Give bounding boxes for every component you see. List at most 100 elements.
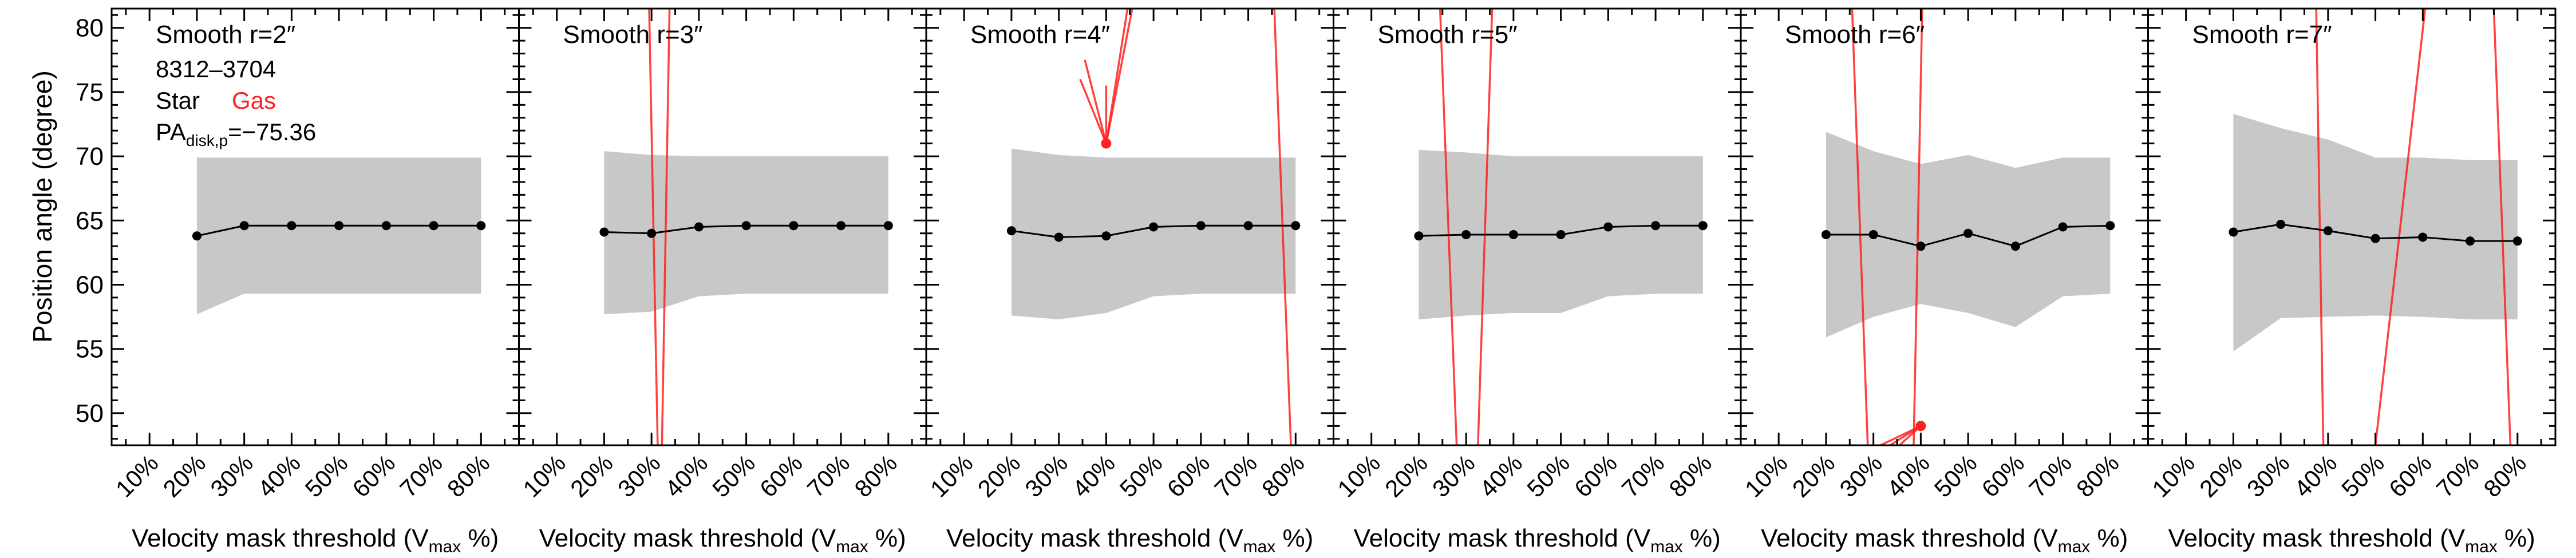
gas-line (2492, 9, 2512, 445)
x-axis-label-main: Velocity mask threshold (V (1761, 524, 2058, 552)
star-point (2010, 242, 2020, 251)
x-tick-label: 80% (1664, 449, 1717, 502)
x-tick-label: 80% (1257, 449, 1310, 502)
star-point (2229, 227, 2238, 237)
y-tick-label: 60 (76, 271, 104, 299)
x-tick-label: 30% (1834, 449, 1887, 502)
gas-line (1105, 9, 1133, 144)
panel-2: 10%20%30%40%50%60%70%80% Velocity mask th… (517, 7, 927, 556)
gas-line (1084, 60, 1108, 144)
x-tick-label: 80% (2071, 449, 2124, 502)
star-point (1698, 221, 1708, 231)
x-axis-label-main: Velocity mask threshold (V (2168, 524, 2466, 552)
plot-area (2229, 9, 2522, 445)
star-point (789, 221, 799, 231)
x-tick-label: 30% (1427, 449, 1480, 502)
panel-4: 10%20%30%40%50%60%70%80% Velocity mask th… (1332, 7, 1742, 556)
star-point (2418, 232, 2428, 242)
x-tick-label: 70% (802, 449, 855, 502)
star-point (1196, 221, 1206, 231)
x-axis-label-tail: %) (2090, 524, 2128, 552)
star-point (1291, 221, 1301, 231)
star-point (2323, 226, 2333, 236)
x-tick-label: 40% (660, 449, 713, 502)
plot-area (1414, 9, 1708, 445)
x-tick-label: 60% (2384, 449, 2437, 502)
x-axis-label: Velocity mask threshold (Vmax %) (946, 524, 1313, 556)
y-tick-label: 50 (76, 399, 104, 428)
x-axis-label-subscript: max (1243, 537, 1276, 556)
panel-1: 50 55 60 65 70 75 80 10%20%30%40%50%60%70%80% Ve… (76, 7, 520, 556)
panel-title: Smooth r=3″ (563, 21, 703, 49)
panel-6: 10%20%30%40%50%60%70%80% Velocity mask th… (2147, 7, 2557, 556)
y-tick-label: 55 (76, 335, 104, 363)
star-point (836, 221, 846, 231)
star-point (883, 221, 893, 231)
legend-pa-subscript: disk,p (186, 132, 228, 149)
legend-object-id: 8312–3704 (156, 56, 276, 82)
star-point (476, 221, 486, 231)
star-point (2466, 236, 2475, 246)
y-tick-label: 70 (76, 143, 104, 171)
x-tick-label: 20% (973, 449, 1026, 502)
star-point (1414, 231, 1424, 241)
star-point (1243, 221, 1253, 231)
star-point (741, 221, 751, 231)
x-axis-label-subscript: max (836, 537, 868, 556)
x-tick-label: 30% (613, 449, 666, 502)
x-tick-label: 70% (2024, 449, 2077, 502)
y-axis-label: Position angle (degree) (27, 70, 57, 343)
star-point (2512, 236, 2522, 246)
x-tick-label: 40% (1475, 449, 1528, 502)
x-tick-label: 50% (300, 449, 353, 502)
legend-star-label: Star (156, 87, 200, 114)
x-axis-label: Velocity mask threshold (Vmax %) (1354, 524, 1721, 556)
x-tick-label: 20% (1787, 449, 1840, 502)
x-tick-label: 70% (1209, 449, 1262, 502)
gas-point (1101, 138, 1112, 149)
x-axis-label-subscript: max (2465, 537, 2498, 556)
star-point (2276, 220, 2286, 229)
x-tick-label: 50% (1522, 449, 1575, 502)
gas-point (1915, 421, 1926, 432)
x-tick-label: 50% (707, 449, 760, 502)
panel-title: Smooth r=4″ (970, 21, 1110, 49)
gas-line (1273, 9, 1292, 445)
x-tick-label: 10% (110, 449, 164, 502)
x-tick-label: 20% (1380, 449, 1433, 502)
star-point (1963, 228, 1973, 238)
gas-line (661, 9, 671, 445)
x-tick-label: 80% (442, 449, 495, 502)
x-tick-label: 30% (205, 449, 258, 502)
legend-pa-disk: PAdisk,p=−75.36 (156, 118, 316, 149)
star-point (599, 227, 609, 237)
star-point (647, 228, 657, 238)
x-axis-label-main: Velocity mask threshold (V (946, 524, 1243, 552)
x-tick-label: 80% (2479, 449, 2532, 502)
panel-title: Smooth r=2″ (156, 21, 295, 49)
star-point (2105, 221, 2115, 231)
star-point (1916, 242, 1926, 251)
star-point (1149, 222, 1159, 232)
x-tick-label: 10% (517, 449, 571, 502)
x-tick-label: 60% (1977, 449, 2030, 502)
x-axis-label: Velocity mask threshold (Vmax %) (132, 524, 499, 556)
x-axis-label: Velocity mask threshold (Vmax %) (539, 524, 906, 556)
x-tick-label: 10% (2147, 449, 2200, 502)
gas-line (1889, 425, 1922, 445)
plot-area (1006, 9, 1301, 445)
x-axis-label-main: Velocity mask threshold (V (539, 524, 836, 552)
x-tick-label: 80% (850, 449, 903, 502)
x-tick-label: 10% (1332, 449, 1385, 502)
star-uncertainty-band (604, 151, 888, 315)
legend-pa-value: =−75.36 (228, 118, 316, 145)
plot-area (192, 157, 486, 315)
star-point (334, 221, 344, 231)
legend-pa-main: PA (156, 118, 186, 145)
x-tick-label: 30% (2242, 449, 2295, 502)
x-axis-label-tail: %) (461, 524, 499, 552)
star-point (1461, 229, 1471, 239)
x-tick-label: 40% (1067, 449, 1120, 502)
x-tick-label: 20% (565, 449, 618, 502)
panel-3: 10%20%30%40%50%60%70%80% Velocity mask th… (925, 7, 1334, 556)
